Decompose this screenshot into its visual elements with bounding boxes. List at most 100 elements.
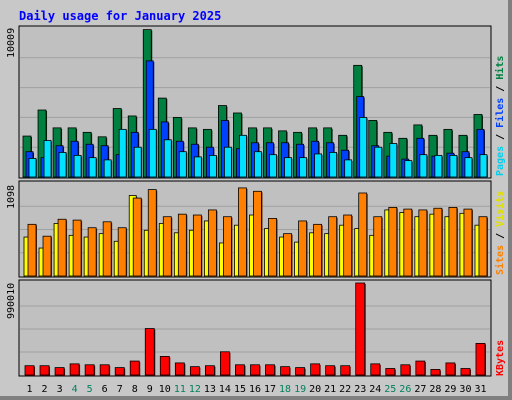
legend-bottom: KBytes [495, 340, 506, 376]
bar-pages-day-30 [464, 157, 473, 178]
bar-kbytes-day-11 [174, 362, 185, 376]
svg-text:KBytes: KBytes [495, 340, 506, 376]
x-tick-label: 30 [459, 384, 471, 395]
bar-sites-day-30 [463, 208, 473, 277]
bar-pages-day-4 [73, 155, 82, 178]
bar-kbytes-day-12 [189, 366, 200, 376]
x-tick-label: 20 [309, 384, 321, 395]
bar-sites-day-31 [478, 216, 488, 277]
x-tick-label: 25 [384, 384, 396, 395]
bar-kbytes-day-21 [325, 365, 336, 376]
x-tick-label: 3 [57, 384, 63, 395]
bar-pages-day-20 [314, 153, 323, 178]
x-tick-label: 22 [339, 384, 351, 395]
bar-sites-day-14 [223, 216, 232, 277]
x-tick-label: 14 [219, 384, 231, 395]
bar-kbytes-day-8 [129, 360, 140, 376]
x-tick-label: 26 [399, 384, 411, 395]
x-tick-label: 10 [159, 384, 171, 395]
bar-kbytes-day-16 [250, 364, 260, 376]
bar-kbytes-day-29 [445, 362, 456, 376]
bar-pages-day-16 [254, 151, 262, 178]
bar-sites-day-28 [433, 207, 443, 277]
bar-kbytes-day-17 [265, 364, 275, 376]
bar-pages-day-13 [208, 155, 217, 178]
bar-sites-day-6 [102, 221, 112, 277]
bar-pages-day-29 [449, 155, 458, 178]
bar-pages-day-28 [434, 155, 443, 178]
bar-kbytes-day-7 [114, 367, 125, 376]
legend-hits: Hits [494, 56, 506, 80]
bar-pages-day-31 [479, 154, 488, 178]
x-axis-labels: 1 2 3 4 5 6 7 8 9 10 11 12 13 14 15 16 17 18 19 20 21 22 23 24 2… [27, 384, 487, 395]
bar-kbytes-day-28 [430, 369, 441, 376]
bar-pages-day-14 [224, 146, 232, 178]
bar-pages-day-8 [133, 146, 142, 178]
bar-sites-day-23 [358, 192, 368, 277]
legend-sep-3: / [495, 227, 506, 245]
x-tick-label: 29 [444, 384, 456, 395]
bar-sites-day-20 [313, 223, 323, 277]
x-tick-label: 27 [414, 384, 426, 395]
bar-sites-day-24 [373, 216, 383, 277]
bar-kbytes-day-2 [39, 365, 50, 376]
legend-sites: Sites [494, 245, 506, 275]
x-tick-label: 12 [189, 384, 201, 395]
x-tick-label: 5 [87, 384, 93, 395]
bar-sites-day-13 [207, 209, 217, 277]
bar-kbytes-day-25 [385, 368, 396, 376]
bar-kbytes-day-6 [99, 364, 110, 376]
bar-pages-day-3 [58, 152, 67, 178]
x-tick-label: 1 [27, 384, 33, 395]
bar-kbytes-day-31 [475, 343, 486, 376]
ymax-label-top: 10009 [6, 28, 17, 58]
x-tick-label: 18 [279, 384, 291, 395]
bar-sites-day-15 [238, 187, 247, 277]
x-tick-label: 4 [72, 384, 78, 395]
bar-sites-day-17 [268, 218, 277, 277]
bar-sites-day-7 [117, 227, 127, 277]
ymax-label-bottom: 990010 [6, 283, 17, 319]
bar-pages-day-21 [329, 152, 338, 178]
bar-pages-day-11 [178, 151, 187, 178]
bar-sites-day-1 [27, 223, 37, 277]
x-tick-label: 23 [354, 384, 366, 395]
x-tick-label: 15 [234, 384, 246, 395]
x-tick-label: 13 [204, 384, 216, 395]
bar-kbytes-day-1 [24, 365, 35, 376]
x-tick-label: 6 [102, 384, 108, 395]
bar-sites-day-21 [328, 216, 338, 277]
bar-sites-day-25 [388, 206, 398, 277]
bar-sites-day-11 [177, 213, 187, 277]
bar-sites-day-5 [87, 227, 97, 277]
bar-sites-day-3 [57, 218, 67, 277]
panel-kbytes [18, 279, 492, 377]
grid-bottom [20, 305, 490, 353]
bar-kbytes-day-27 [415, 360, 426, 376]
bar-kbytes-day-15 [235, 364, 245, 376]
bar-pages-day-7 [118, 128, 127, 178]
bar-sites-day-2 [42, 235, 52, 277]
bar-pages-day-17 [269, 154, 277, 178]
bar-pages-day-12 [193, 156, 202, 178]
bar-sites-day-16 [253, 190, 262, 277]
bar-kbytes-day-3 [54, 367, 65, 376]
bar-sites-day-27 [418, 209, 428, 277]
svg-text:Pages / Files / Hits: Pages / Files / Hits [494, 56, 506, 176]
legend-mid: Sites / Visits [494, 191, 506, 275]
bar-kbytes-day-22 [340, 365, 351, 376]
bars-visits-sites [23, 187, 488, 277]
bar-pages-day-15 [239, 134, 247, 178]
bar-pages-day-25 [389, 143, 398, 178]
x-tick-label: 8 [132, 384, 138, 395]
bars-kbytes [24, 282, 486, 376]
x-tick-label: 9 [147, 384, 153, 395]
x-tick-label: 17 [264, 384, 276, 395]
bar-kbytes-day-26 [400, 364, 411, 376]
bar-sites-day-9 [147, 189, 157, 277]
bar-kbytes-day-14 [220, 351, 230, 376]
bar-sites-day-8 [132, 197, 142, 277]
bars-hits-files-pages [22, 29, 488, 179]
bar-sites-day-12 [192, 214, 202, 277]
